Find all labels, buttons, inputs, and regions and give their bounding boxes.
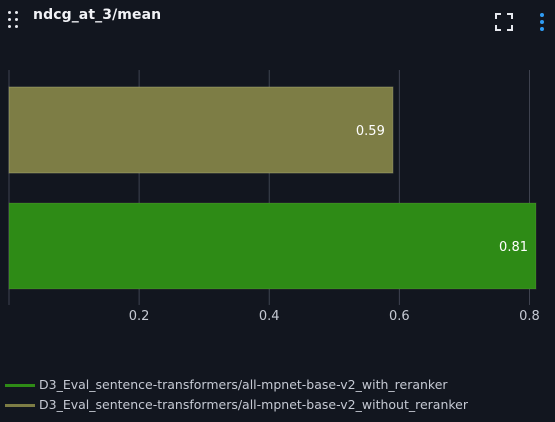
legend-label: D3_Eval_sentence-transformers/all-mpnet-… xyxy=(39,377,448,392)
bar[interactable] xyxy=(8,202,537,290)
bar[interactable] xyxy=(8,86,394,174)
bar-value-label: 0.81 xyxy=(499,240,528,255)
x-tick-label: 0.4 xyxy=(259,309,280,324)
x-tick-label: 0.2 xyxy=(129,309,150,324)
fullscreen-icon[interactable] xyxy=(494,12,514,32)
drag-handle-icon[interactable] xyxy=(7,10,21,30)
panel-title: ndcg_at_3/mean xyxy=(33,7,162,23)
panel-header: ndcg_at_3/mean xyxy=(0,0,555,40)
more-vertical-icon[interactable] xyxy=(538,12,548,34)
bars: 0.59 0.81 xyxy=(8,86,537,290)
legend-swatch xyxy=(5,404,35,407)
bar-chart: 0.59 0.81 0.2 0.4 0.6 0.8 xyxy=(8,70,540,324)
x-tick-label: 0.6 xyxy=(389,309,410,324)
bar-value-label: 0.59 xyxy=(356,124,385,139)
legend-swatch xyxy=(5,384,35,387)
legend-label: D3_Eval_sentence-transformers/all-mpnet-… xyxy=(39,397,469,412)
x-tick-label: 0.8 xyxy=(519,309,540,324)
x-axis-ticks: 0.2 0.4 0.6 0.8 xyxy=(129,309,540,324)
